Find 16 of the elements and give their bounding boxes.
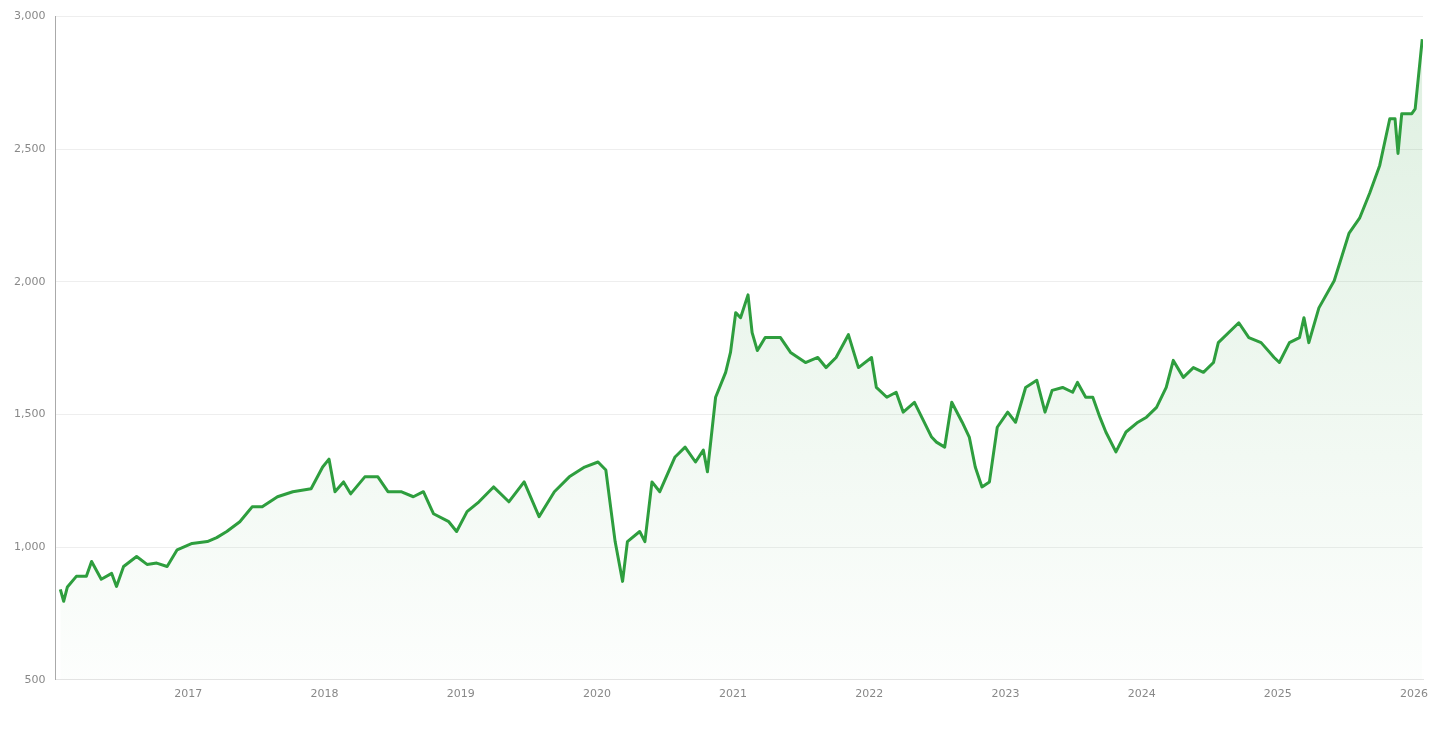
x-tick-label: 2023 <box>991 687 1020 701</box>
y-tick-label: 500 <box>24 672 46 686</box>
x-tick-label: 2020 <box>582 687 611 701</box>
x-tick-label: 2022 <box>855 687 884 701</box>
x-tick-label: 2021 <box>719 687 748 701</box>
x-tick-label: 2017 <box>174 687 203 701</box>
x-tick-label: 2026 <box>1400 687 1429 701</box>
y-tick-label: 1,500 <box>13 407 46 421</box>
y-tick-label: 1,000 <box>13 540 46 554</box>
y-tick-label: 2,500 <box>13 142 46 156</box>
y-tick-label: 3,000 <box>13 9 46 23</box>
x-tick-label: 2019 <box>446 687 475 701</box>
x-tick-label: 2025 <box>1263 687 1292 701</box>
x-tick-label: 2018 <box>310 687 339 701</box>
y-tick-label: 2,000 <box>13 274 46 288</box>
x-tick-label: 2024 <box>1127 687 1156 701</box>
